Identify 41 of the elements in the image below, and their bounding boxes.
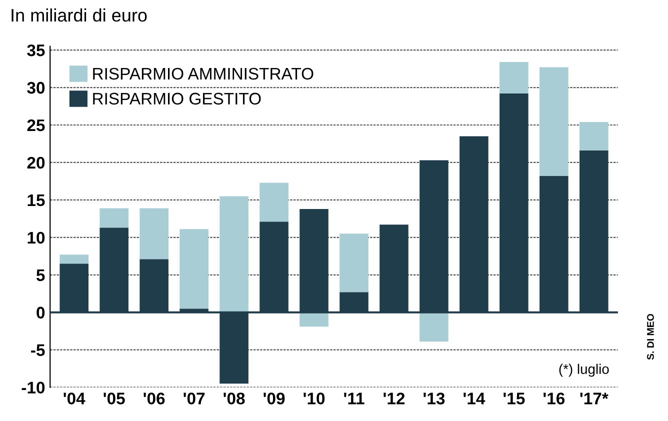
legend-label: RISPARMIO AMMINISTRATO — [93, 68, 314, 80]
bar — [580, 122, 608, 150]
bar — [220, 196, 248, 312]
x-tick-label: '05 — [104, 392, 125, 404]
x-tick-label: '10 — [304, 392, 325, 404]
bar — [260, 182, 288, 222]
y-tick-label: 0 — [36, 306, 45, 319]
annotation: (*) luglio — [559, 364, 609, 377]
bar — [100, 208, 128, 228]
x-tick-label: '17* — [580, 392, 608, 404]
x-tick-label: '11 — [344, 392, 364, 404]
bar — [420, 312, 448, 342]
y-tick-label: 10 — [28, 232, 45, 244]
x-tick-label: '14 — [464, 392, 486, 404]
bar — [340, 234, 368, 292]
x-tick-label: '13 — [424, 392, 445, 404]
x-tick-label: '15 — [504, 392, 525, 404]
chart-title: In miliardi di euro — [12, 8, 147, 22]
bar — [300, 312, 328, 327]
x-tick-label: '04 — [64, 392, 86, 404]
legend-label: RISPARMIO GESTITO — [93, 92, 261, 105]
y-tick-label: 30 — [27, 82, 45, 94]
bar — [60, 254, 88, 264]
x-tick-label: '12 — [384, 392, 405, 404]
bar — [180, 229, 208, 309]
y-tick-label: 15 — [28, 194, 45, 206]
x-tick-label: '09 — [264, 392, 285, 404]
x-tick-label: '16 — [544, 392, 565, 404]
x-tick-label: '08 — [224, 392, 245, 404]
text: S. DI MEO — [647, 314, 654, 360]
bar — [500, 62, 528, 94]
y-tick-label: 35 — [27, 44, 45, 56]
y-tick-label: -10 — [22, 382, 45, 394]
y-tick-label: 5 — [36, 269, 45, 282]
y-tick-label: 20 — [27, 156, 45, 169]
bar — [140, 208, 168, 260]
y-tick-label: 25 — [27, 119, 45, 132]
y-tick-label: -5 — [31, 344, 45, 356]
x-tick-label: '07 — [184, 392, 205, 404]
bar — [540, 67, 568, 176]
x-tick-label: '06 — [144, 392, 165, 404]
